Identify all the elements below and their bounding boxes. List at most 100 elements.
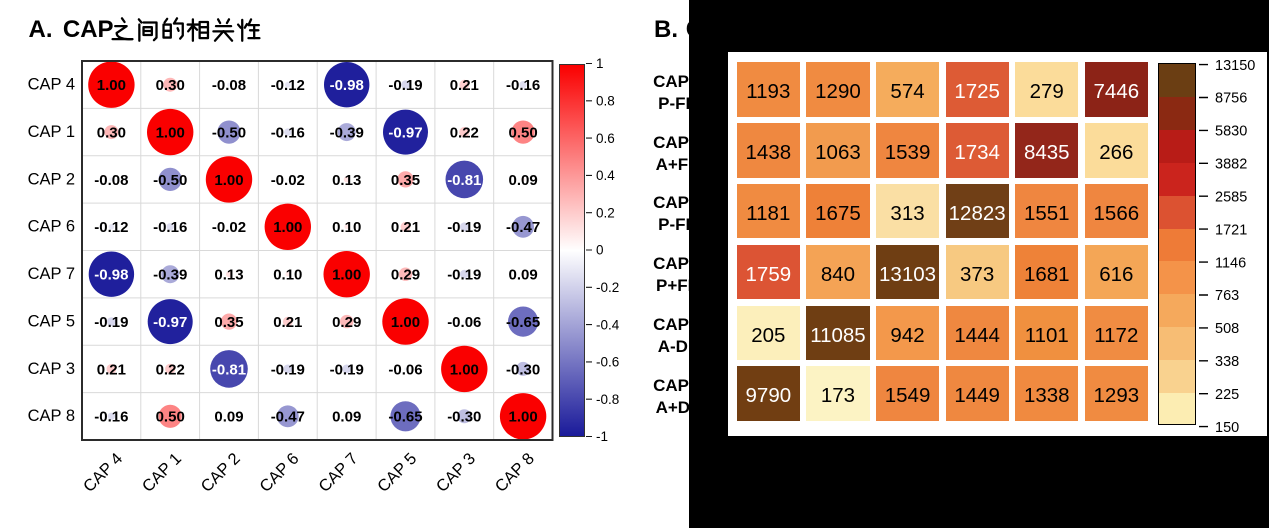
- svg-text:-0.19: -0.19: [94, 314, 128, 331]
- svg-text:225: 225: [1215, 387, 1239, 403]
- svg-text:0.35: 0.35: [214, 314, 243, 331]
- svg-text:8756: 8756: [1215, 91, 1247, 107]
- svg-text:0.30: 0.30: [97, 125, 126, 142]
- svg-text:1: 1: [596, 56, 604, 71]
- svg-text:2585: 2585: [1215, 189, 1247, 205]
- svg-text:0.22: 0.22: [156, 361, 185, 378]
- svg-text:-0.06: -0.06: [388, 361, 422, 378]
- svg-text:338: 338: [1215, 354, 1239, 370]
- svg-text:-0.97: -0.97: [388, 125, 422, 142]
- svg-text:CAP 6: CAP 6: [256, 450, 302, 496]
- svg-text:CAP 8: CAP 8: [492, 450, 538, 496]
- svg-text:-0.16: -0.16: [94, 409, 128, 426]
- svg-text:CAP 7: CAP 7: [315, 450, 361, 496]
- svg-text:1.00: 1.00: [156, 125, 185, 142]
- svg-text:-0.6: -0.6: [596, 355, 619, 370]
- svg-text:CAP 8: CAP 8: [28, 407, 75, 425]
- svg-text:1.00: 1.00: [214, 172, 243, 189]
- svg-text:-0.08: -0.08: [212, 77, 246, 94]
- svg-text:CAP 3: CAP 3: [28, 360, 75, 378]
- svg-text:1721: 1721: [1215, 222, 1247, 238]
- svg-text:-0.47: -0.47: [271, 409, 305, 426]
- svg-text:-0.65: -0.65: [388, 409, 422, 426]
- svg-text:CAP 2: CAP 2: [28, 170, 75, 188]
- svg-text:-1: -1: [596, 429, 608, 444]
- svg-text:-0.30: -0.30: [447, 409, 481, 426]
- svg-text:0.10: 0.10: [273, 267, 302, 284]
- svg-text:-0.98: -0.98: [94, 267, 128, 284]
- svg-text:0.4: 0.4: [596, 168, 615, 183]
- svg-text:CAP 5: CAP 5: [28, 313, 75, 331]
- svg-text:-0.97: -0.97: [153, 314, 187, 331]
- svg-text:CAP 1: CAP 1: [139, 450, 185, 496]
- svg-text:CAP 4: CAP 4: [80, 450, 126, 496]
- svg-text:150: 150: [1215, 420, 1239, 436]
- svg-text:-0.16: -0.16: [153, 219, 187, 236]
- svg-text:0.09: 0.09: [332, 409, 361, 426]
- svg-text:-0.81: -0.81: [447, 172, 481, 189]
- svg-text:0.22: 0.22: [450, 125, 479, 142]
- svg-text:-0.08: -0.08: [94, 172, 128, 189]
- svg-text:1.00: 1.00: [450, 361, 479, 378]
- svg-text:13150: 13150: [1215, 58, 1255, 74]
- svg-text:1146: 1146: [1215, 255, 1246, 271]
- svg-text:0.50: 0.50: [508, 125, 537, 142]
- svg-text:-0.02: -0.02: [212, 219, 246, 236]
- svg-text:3882: 3882: [1215, 157, 1247, 173]
- svg-text:1.00: 1.00: [97, 77, 126, 94]
- svg-text:0: 0: [596, 243, 604, 258]
- svg-text:0.6: 0.6: [596, 131, 615, 146]
- svg-text:-0.19: -0.19: [271, 361, 305, 378]
- svg-text:0.21: 0.21: [391, 219, 420, 236]
- svg-text:-0.65: -0.65: [506, 314, 540, 331]
- svg-text:0.29: 0.29: [332, 314, 361, 331]
- svg-text:-0.39: -0.39: [153, 267, 187, 284]
- svg-text:0.50: 0.50: [156, 409, 185, 426]
- svg-text:-0.2: -0.2: [596, 280, 619, 295]
- svg-text:-0.06: -0.06: [447, 314, 481, 331]
- svg-text:CAP 3: CAP 3: [433, 450, 479, 496]
- svg-text:-0.81: -0.81: [212, 361, 246, 378]
- svg-text:0.10: 0.10: [332, 219, 361, 236]
- svg-text:-0.98: -0.98: [330, 77, 364, 94]
- svg-text:-0.12: -0.12: [94, 219, 128, 236]
- svg-text:0.35: 0.35: [391, 172, 420, 189]
- svg-text:CAP 6: CAP 6: [28, 218, 75, 236]
- svg-text:-0.19: -0.19: [447, 219, 481, 236]
- svg-text:CAP 4: CAP 4: [28, 76, 75, 94]
- svg-text:0.21: 0.21: [97, 361, 126, 378]
- svg-text:CAP 7: CAP 7: [28, 265, 75, 283]
- svg-text:763: 763: [1215, 288, 1239, 304]
- svg-text:0.2: 0.2: [596, 205, 615, 220]
- svg-text:-0.50: -0.50: [212, 125, 246, 142]
- svg-text:0.09: 0.09: [508, 172, 537, 189]
- svg-text:-0.47: -0.47: [506, 219, 540, 236]
- svg-text:-0.19: -0.19: [447, 267, 481, 284]
- svg-text:CAP 5: CAP 5: [374, 450, 420, 496]
- svg-text:0.09: 0.09: [508, 267, 537, 284]
- svg-text:-0.16: -0.16: [506, 77, 540, 94]
- svg-text:1.00: 1.00: [332, 267, 361, 284]
- svg-text:0.09: 0.09: [214, 409, 243, 426]
- svg-text:-0.12: -0.12: [271, 77, 305, 94]
- svg-text:-0.19: -0.19: [330, 361, 364, 378]
- svg-text:0.13: 0.13: [214, 267, 243, 284]
- svg-text:0.21: 0.21: [273, 314, 302, 331]
- svg-text:-0.4: -0.4: [596, 317, 620, 332]
- svg-text:0.29: 0.29: [391, 267, 420, 284]
- svg-text:0.21: 0.21: [450, 77, 479, 94]
- svg-text:0.30: 0.30: [156, 77, 185, 94]
- svg-text:-0.02: -0.02: [271, 172, 305, 189]
- svg-text:-0.39: -0.39: [330, 125, 364, 142]
- svg-text:-0.16: -0.16: [271, 125, 305, 142]
- svg-text:-0.30: -0.30: [506, 361, 540, 378]
- svg-text:-0.8: -0.8: [596, 392, 619, 407]
- svg-text:-0.19: -0.19: [388, 77, 422, 94]
- svg-text:0.8: 0.8: [596, 94, 615, 109]
- svg-text:0.13: 0.13: [332, 172, 361, 189]
- svg-text:CAP 1: CAP 1: [28, 123, 75, 141]
- svg-text:CAP 2: CAP 2: [198, 450, 244, 496]
- svg-text:1.00: 1.00: [391, 314, 420, 331]
- svg-text:1.00: 1.00: [508, 409, 537, 426]
- svg-text:5830: 5830: [1215, 124, 1247, 140]
